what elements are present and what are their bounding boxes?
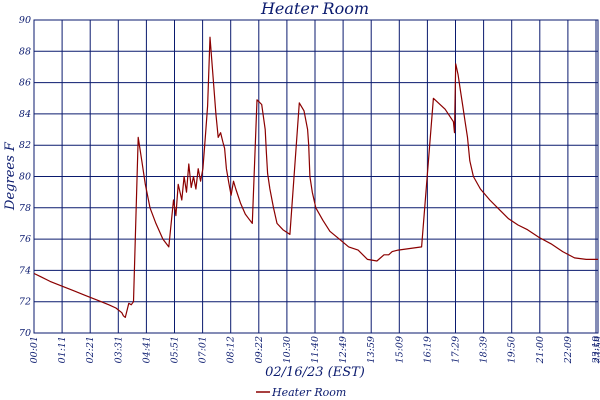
x-tick-label: 08:12 [226,336,237,363]
series-line-heater-room [33,36,598,318]
x-tick-label: 15:09 [394,336,405,363]
y-tick-label: 90 [19,15,31,26]
legend-label: Heater Room [271,386,346,399]
x-tick-label: 07:01 [198,336,209,363]
y-tick-label: 88 [19,46,31,57]
x-axis-label: 02/16/23 (EST) [265,365,365,380]
y-axis-label: Degrees F [3,141,18,211]
x-tick-label: 23:19 [591,336,600,364]
y-tick-label: 86 [19,78,31,89]
x-tick-label: 05:51 [170,336,181,363]
y-tick-label: 76 [19,234,31,245]
chart-title: Heater Room [260,0,369,18]
x-tick-label: 10:30 [282,336,293,363]
x-tick-label: 04:41 [141,336,152,363]
x-tick-label: 22:09 [563,336,574,364]
x-tick-label: 11:40 [310,336,321,363]
x-tick-label: 03:31 [113,336,124,363]
x-tick-label: 18:39 [479,336,490,363]
x-tick-label: 19:50 [507,336,518,363]
series-layer [33,36,598,318]
x-tick-label: 09:22 [254,336,265,363]
y-tick-label: 84 [19,109,31,120]
x-tick-label: 02:21 [85,336,96,363]
y-tick-label: 78 [19,203,31,214]
x-tick-label: 01:11 [57,336,68,363]
grid [33,19,599,334]
x-tick-label: 23:59 [593,336,600,364]
x-tick-label: 17:29 [451,336,462,363]
y-tick-label: 74 [19,265,31,276]
x-tick-label: 12:49 [338,336,349,363]
x-tick-label: 13:59 [366,336,377,363]
y-tick-label: 80 [19,172,31,183]
x-ticks: 00:01 01:11 02:21 03:31 04:41 05:51 07:01 08:12… [29,336,600,364]
x-tick-label: 21:00 [535,336,546,364]
y-tick-label: 72 [19,297,31,308]
x-tick-label: 00:01 [29,336,40,363]
legend: Heater Room [256,386,346,399]
y-tick-label: 82 [19,140,31,151]
y-tick-label: 70 [19,328,31,339]
x-tick-label: 16:19 [422,336,433,363]
y-ticks: 70 72 74 76 78 80 82 84 86 88 90 [19,15,31,339]
